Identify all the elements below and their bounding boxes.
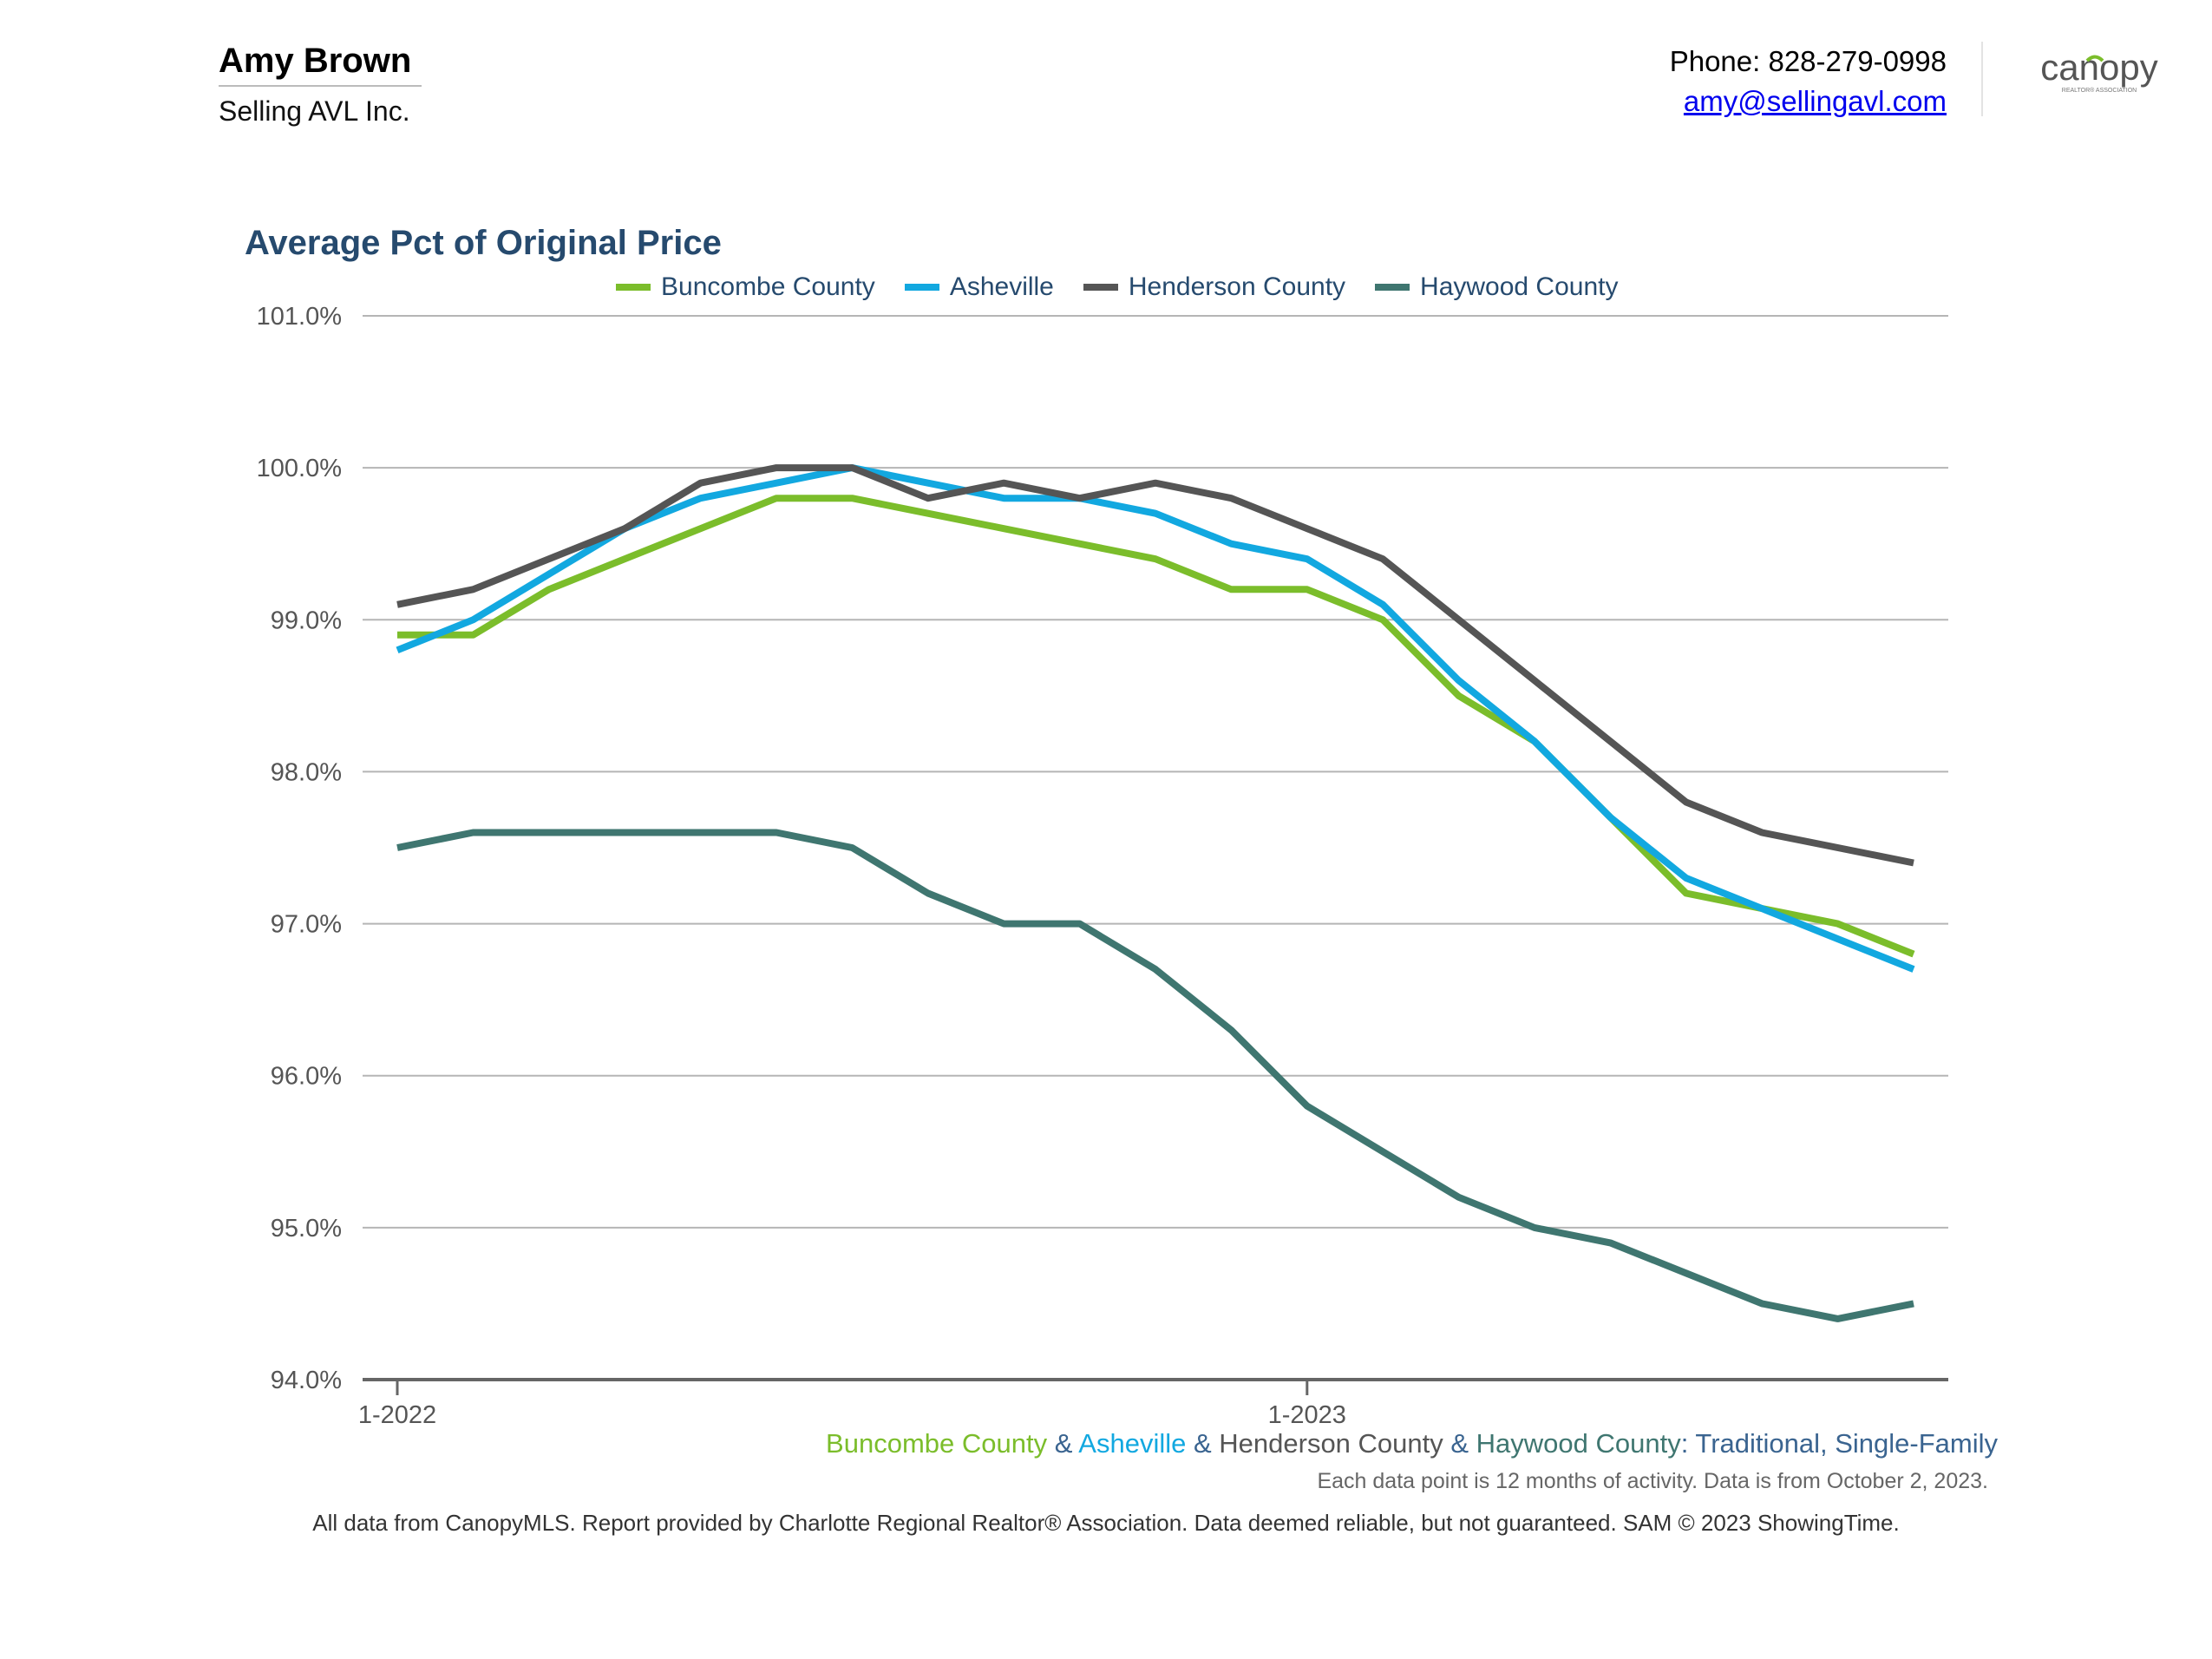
subtitle-part: Haywood County — [1476, 1428, 1681, 1459]
series-layer — [396, 464, 1915, 1322]
subtitle-part: : Traditional, Single-Family — [1680, 1428, 1998, 1459]
y-tick-label: 96.0% — [271, 1063, 342, 1091]
x-tick-label: 1-2022 — [358, 1401, 436, 1429]
subtitle-part: & — [1443, 1428, 1476, 1459]
data-note: Each data point is 12 months of activity… — [1317, 1469, 1988, 1493]
y-tick-label: 95.0% — [271, 1215, 342, 1243]
legend-label: Henderson County — [1128, 272, 1346, 301]
subtitle-part: Asheville — [1078, 1428, 1187, 1459]
footer-disclaimer: All data from CanopyMLS. Report provided… — [312, 1510, 1900, 1536]
subtitle-part: Henderson County — [1219, 1428, 1443, 1459]
legend-swatch — [1083, 284, 1118, 291]
chart-title: Average Pct of Original Price — [245, 224, 722, 262]
legend-swatch — [1375, 284, 1410, 291]
legend-label: Haywood County — [1420, 272, 1619, 301]
agent-block: Amy Brown Selling AVL Inc. — [219, 40, 422, 128]
subtitle-part: & — [1186, 1428, 1220, 1459]
y-tick-label: 101.0% — [257, 303, 342, 331]
chart-subtitle: Buncombe County & Asheville & Henderson … — [826, 1428, 1998, 1459]
legend-swatch — [904, 284, 939, 291]
y-tick-label: 94.0% — [271, 1367, 342, 1394]
legend-item: Haywood County — [1375, 272, 1619, 302]
legend-item: Asheville — [904, 272, 1054, 302]
canopy-logo: canopy REALTOR® ASSOCIATION — [2040, 49, 2157, 94]
contact-block: Phone: 828-279-0998 amy@sellingavl.com — [1670, 45, 1947, 118]
axis-layer: 94.0% 95.0% 96.0% 97.0% 98.0% 99.0% 100.0% 101.… — [257, 303, 1948, 1429]
subtitle-part: & — [1047, 1428, 1079, 1459]
contact-email-link[interactable]: amy@sellingavl.com — [1683, 85, 1947, 117]
x-tick-label: 1-2023 — [1268, 1401, 1346, 1429]
legend-item: Buncombe County — [616, 272, 875, 302]
legend-label: Asheville — [949, 272, 1054, 301]
y-tick-label: 97.0% — [271, 911, 342, 939]
agent-company: Selling AVL Inc. — [219, 95, 410, 127]
series-line-henderson-county — [396, 464, 1914, 867]
logo-wordmark: canopy — [2040, 49, 2157, 88]
series-line-haywood-county — [396, 829, 1914, 1322]
subtitle-part: Buncombe County — [826, 1428, 1048, 1459]
logo-arc — [2085, 55, 2104, 62]
y-tick-label: 99.0% — [271, 607, 342, 634]
logo-tagline: REALTOR® ASSOCIATION — [2062, 87, 2137, 94]
y-tick-label: 100.0% — [257, 455, 342, 482]
agent-name-rule — [219, 85, 422, 87]
series-line-buncombe-county — [397, 495, 1915, 958]
grid-layer — [363, 315, 1948, 1229]
agent-name: Amy Brown — [219, 42, 412, 80]
chart-legend: Buncombe County Asheville Henderson Coun… — [616, 272, 1648, 302]
series-line-asheville — [396, 464, 1915, 973]
contact-phone: Phone: 828-279-0998 — [1669, 45, 1947, 77]
header-divider — [1981, 42, 1983, 116]
legend-item: Henderson County — [1083, 272, 1345, 302]
legend-swatch — [616, 284, 651, 291]
y-tick-label: 98.0% — [271, 758, 342, 786]
legend-label: Buncombe County — [661, 272, 875, 301]
